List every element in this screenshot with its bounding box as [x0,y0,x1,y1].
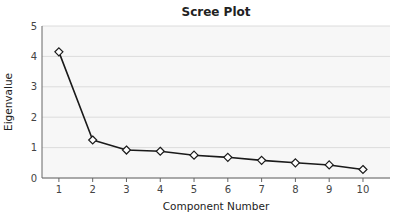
title: Scree Plot [181,5,250,19]
x-tick-label: 6 [225,184,231,195]
x-tick [329,178,330,182]
data-group [55,48,367,174]
x-tick-label: 4 [157,184,163,195]
x-tick-label: 2 [89,184,95,195]
y-axis-line [42,26,43,178]
x-tick-label: 5 [191,184,197,195]
y-axis-label: Eigenvalue [2,73,14,131]
marker [258,156,266,164]
y-tick-label: 3 [31,81,37,92]
grid-line [42,117,390,118]
plot-area [42,26,390,178]
x-tick-label: 10 [357,184,370,195]
grid-line [42,86,390,87]
marker [359,165,367,173]
grid-line [42,26,390,27]
x-tick-label: 9 [326,184,332,195]
x-tick [92,178,93,182]
marker [291,159,299,167]
grid-line [42,56,390,57]
y-tick-label: 0 [31,173,37,184]
x-axis-label: Component Number [163,200,270,212]
x-tick [362,178,363,182]
y-tick-label: 4 [31,51,37,62]
y-tick-label: 2 [31,112,37,123]
x-tick-label: 3 [123,184,129,195]
x-tick-label: 1 [56,184,62,195]
x-tick [295,178,296,182]
marker [325,161,333,169]
chart: 0 1 2 3 4 5 1 2 3 4 5 6 7 8 9 10 Scree Plot Component Num… [0,0,400,216]
x-tick [227,178,228,182]
x-tick [261,178,262,182]
marker [122,146,130,154]
x-tick [160,178,161,182]
marker [190,151,198,159]
x-tick-label: 7 [258,184,264,195]
x-tick [126,178,127,182]
line [59,52,363,170]
x-tick-label: 8 [292,184,298,195]
marker [156,147,164,155]
y-tick-label: 1 [31,142,37,153]
marker [89,136,97,144]
x-tick [194,178,195,182]
marker [224,153,232,161]
marker [55,48,63,56]
grid-line [42,147,390,148]
y-tick-label: 5 [31,21,37,32]
x-tick [58,178,59,182]
grid-line [42,178,390,179]
x-axis-line [42,178,390,179]
